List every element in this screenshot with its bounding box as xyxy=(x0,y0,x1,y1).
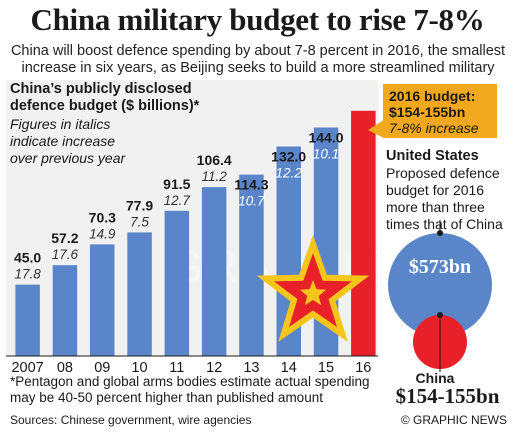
bar-2016-highlight xyxy=(351,110,376,356)
us-desc-line3: more than three xyxy=(386,199,485,215)
us-desc-line1: Proposed defence xyxy=(386,165,500,181)
callout-line2: $154-155bn xyxy=(389,104,466,120)
callout-line3: 7-8% increase xyxy=(389,120,479,136)
x-tick-10: 10 xyxy=(131,360,147,376)
sources: Sources: Chinese government, wire agenci… xyxy=(10,413,252,427)
legend-note: Figures in italics indicate increase ove… xyxy=(10,116,125,167)
value-label-08: 57.2 xyxy=(51,230,78,246)
pct-label-13: 10.7 xyxy=(238,194,265,209)
x-tick-08: 08 xyxy=(57,360,73,376)
legend-title-line2: defence budget ($ billions)* xyxy=(10,98,200,114)
value-label-10: 77.9 xyxy=(126,197,153,213)
us-desc-line2: budget for 2016 xyxy=(386,182,485,198)
callout-line1: 2016 budget: xyxy=(389,88,476,104)
us-description: Proposed defence budget for 2016 more th… xyxy=(386,165,511,233)
x-axis-labels: 2007 08 09 10 11 12 13 14 15 16 xyxy=(11,360,371,376)
legend-note-line3: over previous year xyxy=(10,150,126,166)
legend-note-line1: Figures in italics xyxy=(10,116,111,132)
star-emblem-icon xyxy=(256,234,370,342)
china-label: China xyxy=(415,370,455,386)
footnote-line1: *Pentagon and global arms bodies estimat… xyxy=(10,374,370,389)
us-title: United States xyxy=(386,148,479,164)
bar-13 xyxy=(239,174,264,356)
value-label-14: 132.0 xyxy=(271,149,306,165)
us-budget-value: $573bn xyxy=(409,256,471,278)
x-tick-12: 12 xyxy=(206,360,222,376)
legend-title-line1: China’s publicly disclosed xyxy=(10,81,192,97)
pct-label-10: 7.5 xyxy=(130,214,149,229)
us-pointer-dot xyxy=(437,230,443,236)
pct-label-08: 17.6 xyxy=(52,247,79,262)
value-label-09: 70.3 xyxy=(89,209,116,225)
legend-title: China’s publicly disclosed defence budge… xyxy=(10,81,199,115)
us-budget-circle xyxy=(388,233,492,337)
pct-label-15: 10.1 xyxy=(313,147,339,162)
bar-2007 xyxy=(15,284,40,356)
budget-callout: 2016 budget: $154-155bn 7-8% increase xyxy=(383,84,497,138)
bar-11 xyxy=(164,210,190,356)
pct-label-11: 12.7 xyxy=(164,193,191,208)
x-tick-15: 15 xyxy=(318,360,334,376)
page-title: China military budget to rise 7-8% xyxy=(30,2,485,37)
page-subtitle: China will boost defence spending by abo… xyxy=(10,43,506,76)
bar-12 xyxy=(201,187,227,356)
bar-10 xyxy=(127,232,152,356)
pct-label-14: 12.2 xyxy=(276,166,303,181)
legend-note-line2: indicate increase xyxy=(10,133,116,149)
value-label-13: 114.3 xyxy=(234,177,268,193)
x-tick-14: 14 xyxy=(281,360,297,376)
value-label-12: 106.4 xyxy=(197,152,232,168)
value-label-15: 144.0 xyxy=(308,130,343,146)
value-label-11: 91.5 xyxy=(163,176,190,192)
credit: © GRAPHIC NEWS xyxy=(400,413,507,427)
bar-08 xyxy=(52,265,78,356)
bar-group: 45.017.8 57.217.6 70.314.9 77.97.5 91.512.7 1… xyxy=(14,110,376,356)
china-budget-value: $154-155bn xyxy=(395,384,500,408)
x-tick-11: 11 xyxy=(169,360,184,376)
footnote-line2: may be 40-50 percent higher than publish… xyxy=(10,390,323,405)
pct-label-09: 14.9 xyxy=(89,226,116,241)
us-desc-line4: times that of China xyxy=(386,216,503,232)
x-tick-13: 13 xyxy=(243,360,259,376)
x-tick-09: 09 xyxy=(94,360,110,376)
x-tick-16: 16 xyxy=(355,360,371,376)
x-tick-2007: 2007 xyxy=(11,360,43,376)
footnote: *Pentagon and global arms bodies estimat… xyxy=(10,374,390,406)
callout-pointer xyxy=(368,120,384,138)
china-pointer-dot xyxy=(437,312,443,318)
value-label-2007: 45.0 xyxy=(14,250,41,266)
pct-label-12: 11.2 xyxy=(202,169,228,184)
bar-09 xyxy=(90,244,115,356)
pct-label-2007: 17.8 xyxy=(14,267,41,282)
